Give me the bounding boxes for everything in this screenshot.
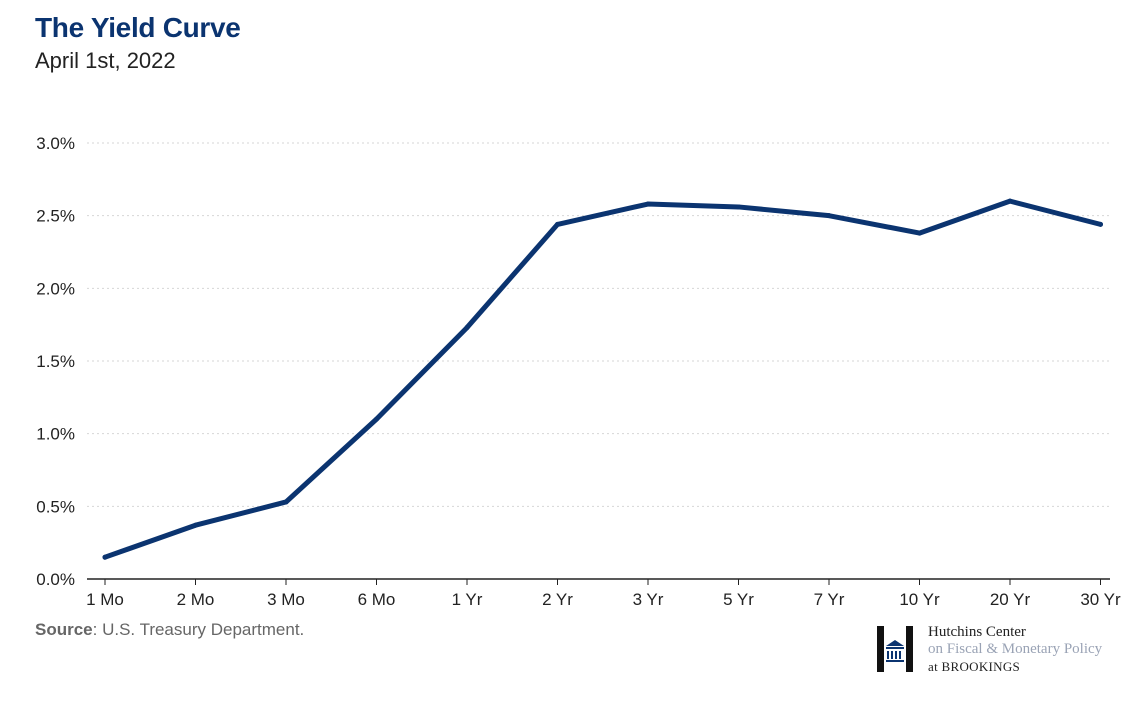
- x-tick-label: 20 Yr: [990, 590, 1031, 609]
- data-point: [555, 221, 560, 227]
- data-point: [645, 201, 651, 207]
- y-tick-label: 2.5%: [36, 207, 75, 226]
- chart-title: The Yield Curve: [35, 12, 241, 43]
- hutchins-brookings-logo: Hutchins Center on Fiscal & Monetary Pol…: [877, 624, 1117, 674]
- x-tick-label: 3 Mo: [267, 590, 305, 609]
- data-point: [1007, 198, 1013, 204]
- y-tick-label: 2.0%: [36, 279, 75, 298]
- x-tick-label: 30 Yr: [1080, 590, 1121, 609]
- y-tick-label: 1.5%: [36, 352, 75, 371]
- x-tick-label: 1 Yr: [452, 590, 483, 609]
- source-label: Source: [35, 620, 93, 639]
- data-point: [917, 230, 922, 236]
- x-tick-label: 3 Yr: [633, 590, 664, 609]
- source-note: Source: U.S. Treasury Department.: [35, 620, 304, 640]
- logo-line-3-prefix: at: [928, 659, 942, 674]
- data-point: [464, 325, 470, 331]
- data-point: [736, 204, 741, 210]
- logo-line-1: Hutchins Center: [928, 624, 1026, 640]
- hutchins-h-logo-icon: [877, 626, 913, 672]
- chart-subtitle: April 1st, 2022: [35, 48, 176, 73]
- data-point: [193, 522, 198, 528]
- data-point: [102, 554, 108, 560]
- y-tick-label: 0.0%: [36, 570, 75, 589]
- x-tick-label: 2 Mo: [177, 590, 215, 609]
- logo-line-2: on Fiscal & Monetary Policy: [928, 641, 1103, 657]
- logo-brand: BROOKINGS: [941, 659, 1021, 674]
- x-tick-label: 6 Mo: [358, 590, 396, 609]
- x-tick-label: 7 Yr: [814, 590, 845, 609]
- y-tick-label: 0.5%: [36, 497, 75, 516]
- x-tick-label: 10 Yr: [899, 590, 940, 609]
- x-tick-label: 2 Yr: [542, 590, 573, 609]
- x-tick-label: 1 Mo: [86, 590, 124, 609]
- data-point: [374, 416, 379, 422]
- data-point: [1098, 221, 1103, 227]
- data-point: [283, 499, 289, 505]
- y-tick-label: 1.0%: [36, 425, 75, 444]
- series-line: [102, 198, 1103, 560]
- logo-line-3: at BROOKINGS: [928, 658, 1102, 675]
- x-tick-label: 5 Yr: [723, 590, 754, 609]
- y-tick-label: 3.0%: [36, 134, 75, 153]
- data-point: [826, 213, 832, 219]
- source-text: : U.S. Treasury Department.: [92, 620, 305, 639]
